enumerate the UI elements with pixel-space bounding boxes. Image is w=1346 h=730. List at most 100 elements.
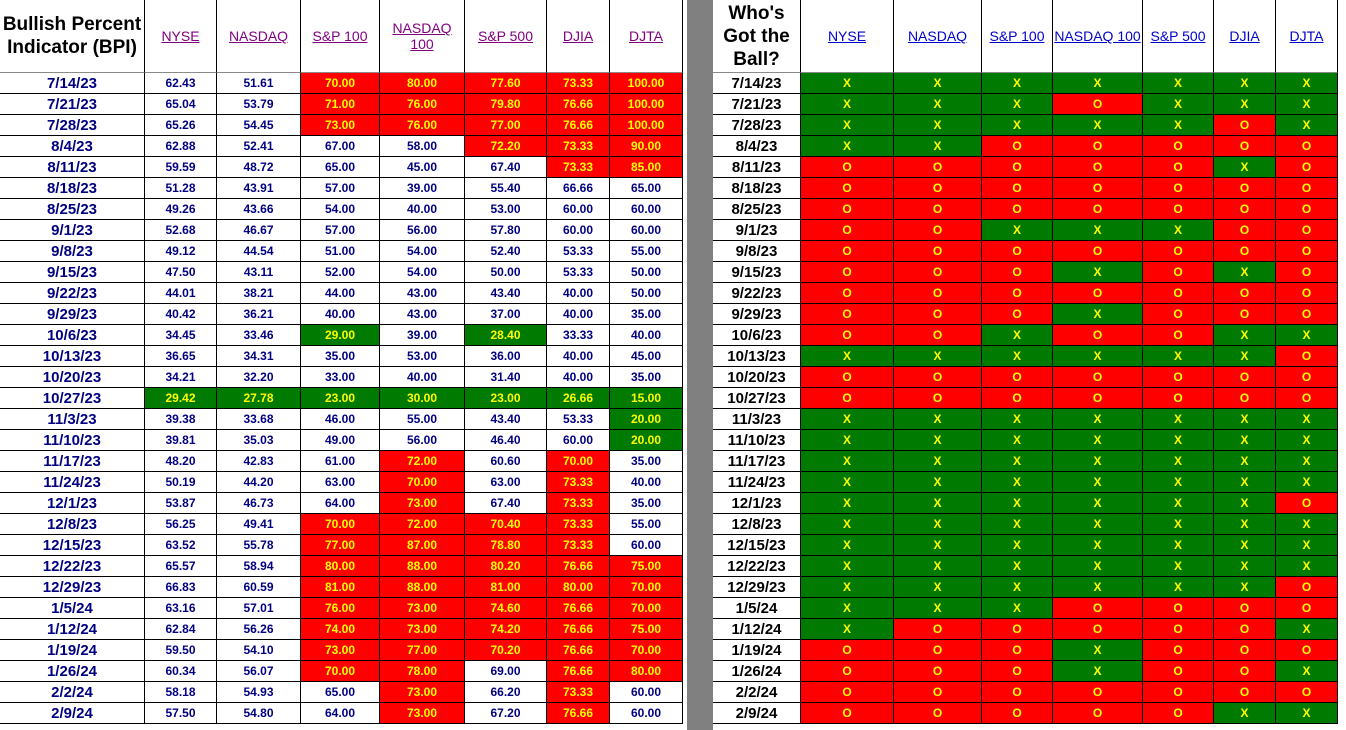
bpi-col-header-djta[interactable]: DJTA (610, 0, 683, 73)
ball-signal-cell: O (1214, 178, 1276, 199)
bpi-value-cell: 49.41 (217, 514, 301, 535)
ball-row-date: 12/15/23 (713, 535, 801, 556)
ball-col-header-djia[interactable]: DJIA (1214, 0, 1276, 73)
ball-signal-cell: X (1053, 220, 1143, 241)
ball-row-date: 1/5/24 (713, 598, 801, 619)
bpi-col-header-nasdaq-100[interactable]: NASDAQ 100 (380, 0, 465, 73)
bpi-value-cell: 56.07 (217, 661, 301, 682)
bpi-value-cell: 76.00 (380, 115, 465, 136)
bpi-value-cell: 76.66 (547, 640, 610, 661)
ball-signal-cell: O (982, 682, 1053, 703)
bpi-col-header-nyse[interactable]: NYSE (145, 0, 217, 73)
ball-signal-cell: X (982, 346, 1053, 367)
ball-col-header-sandp-100[interactable]: S&P 100 (982, 0, 1053, 73)
bpi-value-cell: 100.00 (610, 115, 683, 136)
bpi-value-cell: 35.00 (610, 304, 683, 325)
bpi-value-cell: 54.00 (380, 262, 465, 283)
ball-signal-cell: X (894, 451, 982, 472)
bpi-value-cell: 44.20 (217, 472, 301, 493)
ball-signal-cell: O (894, 262, 982, 283)
ball-col-header-djta[interactable]: DJTA (1276, 0, 1338, 73)
ball-signal-cell: X (1143, 430, 1214, 451)
ball-signal-cell: O (1214, 640, 1276, 661)
bpi-value-cell: 20.00 (610, 409, 683, 430)
bpi-value-cell: 63.16 (145, 598, 217, 619)
ball-col-header-nyse[interactable]: NYSE (801, 0, 894, 73)
ball-signal-cell: X (894, 577, 982, 598)
bpi-value-cell: 70.40 (465, 514, 547, 535)
bpi-value-cell: 52.41 (217, 136, 301, 157)
ball-signal-cell: O (1053, 682, 1143, 703)
ball-signal-cell: X (982, 598, 1053, 619)
bpi-value-cell: 39.00 (380, 325, 465, 346)
bpi-value-cell: 57.00 (301, 178, 380, 199)
ball-col-header-nasdaq-100[interactable]: NASDAQ 100 (1053, 0, 1143, 73)
ball-signal-cell: X (1053, 514, 1143, 535)
bpi-col-header-sandp-500[interactable]: S&P 500 (465, 0, 547, 73)
bpi-value-cell: 70.00 (610, 598, 683, 619)
ball-signal-cell: O (982, 157, 1053, 178)
ball-signal-cell: O (982, 388, 1053, 409)
bpi-col-header-sandp-100[interactable]: S&P 100 (301, 0, 380, 73)
ball-row-date: 1/26/24 (713, 661, 801, 682)
ball-signal-cell: O (801, 262, 894, 283)
ball-signal-cell: O (1143, 136, 1214, 157)
bpi-value-cell: 48.72 (217, 157, 301, 178)
ball-signal-cell: O (1053, 325, 1143, 346)
ball-signal-cell: O (1214, 199, 1276, 220)
ball-row-date: 10/13/23 (713, 346, 801, 367)
bpi-col-header-djia[interactable]: DJIA (547, 0, 610, 73)
ball-signal-cell: O (1053, 178, 1143, 199)
bpi-value-cell: 36.65 (145, 346, 217, 367)
ball-signal-cell: O (1143, 619, 1214, 640)
ball-signal-cell: O (1276, 262, 1338, 283)
ball-signal-cell: X (1214, 493, 1276, 514)
bpi-row-date: 1/19/24 (0, 640, 145, 661)
bpi-value-cell: 45.00 (380, 157, 465, 178)
bpi-value-cell: 76.66 (547, 661, 610, 682)
ball-signal-cell: X (801, 598, 894, 619)
ball-signal-cell: X (1214, 514, 1276, 535)
bpi-row-date: 9/22/23 (0, 283, 145, 304)
bpi-value-cell: 71.00 (301, 94, 380, 115)
ball-row-date: 9/15/23 (713, 262, 801, 283)
bpi-value-cell: 73.33 (547, 73, 610, 94)
bpi-row-date: 9/8/23 (0, 241, 145, 262)
ball-signal-cell: X (1143, 472, 1214, 493)
ball-signal-cell: O (801, 661, 894, 682)
bpi-value-cell: 75.00 (610, 556, 683, 577)
ball-signal-cell: O (1214, 619, 1276, 640)
bpi-value-cell: 50.00 (610, 262, 683, 283)
bpi-value-cell: 23.00 (301, 388, 380, 409)
ball-signal-cell: X (1276, 703, 1338, 724)
ball-signal-cell: O (1053, 136, 1143, 157)
ball-signal-cell: X (801, 577, 894, 598)
bpi-row-date: 9/29/23 (0, 304, 145, 325)
ball-signal-cell: X (1053, 661, 1143, 682)
ball-signal-cell: O (801, 640, 894, 661)
ball-signal-cell: O (801, 178, 894, 199)
ball-signal-cell: O (1214, 661, 1276, 682)
bpi-value-cell: 69.00 (465, 661, 547, 682)
ball-signal-cell: O (1276, 220, 1338, 241)
bpi-col-header-nasdaq[interactable]: NASDAQ (217, 0, 301, 73)
ball-col-header-sandp-500[interactable]: S&P 500 (1143, 0, 1214, 73)
bpi-value-cell: 64.00 (301, 493, 380, 514)
ball-col-header-nasdaq[interactable]: NASDAQ (894, 0, 982, 73)
ball-signal-cell: O (1053, 619, 1143, 640)
bpi-value-cell: 81.00 (301, 577, 380, 598)
bpi-value-cell: 72.00 (380, 451, 465, 472)
bpi-row-date: 10/13/23 (0, 346, 145, 367)
ball-signal-cell: X (1053, 535, 1143, 556)
ball-signal-cell: O (894, 304, 982, 325)
ball-row-date: 9/1/23 (713, 220, 801, 241)
bpi-value-cell: 54.00 (301, 199, 380, 220)
ball-signal-cell: O (982, 640, 1053, 661)
ball-signal-cell: X (801, 94, 894, 115)
ball-signal-cell: O (982, 136, 1053, 157)
ball-row-date: 9/29/23 (713, 304, 801, 325)
ball-signal-cell: O (982, 367, 1053, 388)
bpi-value-cell: 70.00 (547, 451, 610, 472)
ball-signal-cell: O (982, 199, 1053, 220)
bpi-value-cell: 50.00 (465, 262, 547, 283)
